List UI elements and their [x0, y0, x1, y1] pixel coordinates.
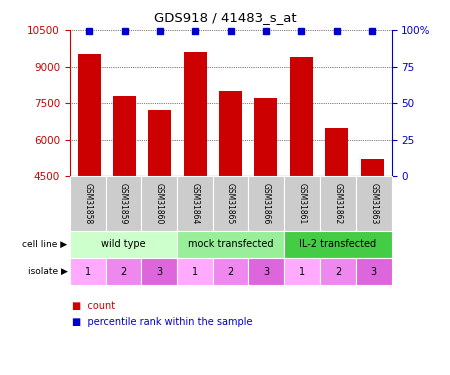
Bar — [78, 54, 101, 176]
Text: 1: 1 — [192, 267, 198, 277]
Text: ■  count: ■ count — [72, 301, 115, 311]
Text: GSM31858: GSM31858 — [83, 183, 92, 224]
Bar — [184, 52, 207, 176]
Text: 3: 3 — [370, 267, 377, 277]
Bar — [255, 98, 278, 176]
Text: 2: 2 — [228, 267, 234, 277]
Text: GSM31859: GSM31859 — [119, 183, 128, 224]
Text: 2: 2 — [335, 267, 341, 277]
Text: mock transfected: mock transfected — [188, 239, 274, 249]
Text: ■  percentile rank within the sample: ■ percentile rank within the sample — [72, 317, 252, 327]
Text: wild type: wild type — [101, 239, 146, 249]
Bar — [219, 91, 242, 176]
Text: GSM31866: GSM31866 — [262, 183, 271, 224]
Text: GSM31860: GSM31860 — [155, 183, 164, 224]
Text: GSM31864: GSM31864 — [190, 183, 199, 224]
Text: 3: 3 — [263, 267, 270, 277]
Text: 3: 3 — [156, 267, 162, 277]
Bar — [113, 96, 136, 176]
Text: IL-2 transfected: IL-2 transfected — [299, 239, 377, 249]
Text: GSM31861: GSM31861 — [297, 183, 306, 224]
Text: 2: 2 — [120, 267, 126, 277]
Bar — [148, 110, 171, 176]
Text: 1: 1 — [85, 267, 91, 277]
Text: GSM31865: GSM31865 — [226, 183, 235, 224]
Text: 1: 1 — [299, 267, 305, 277]
Text: isolate ▶: isolate ▶ — [27, 267, 68, 276]
Bar — [360, 159, 383, 176]
Text: GSM31862: GSM31862 — [333, 183, 342, 224]
Bar — [325, 128, 348, 176]
Text: GSM31863: GSM31863 — [369, 183, 378, 224]
Text: GDS918 / 41483_s_at: GDS918 / 41483_s_at — [154, 11, 296, 24]
Text: cell line ▶: cell line ▶ — [22, 240, 68, 249]
Bar — [290, 57, 313, 176]
